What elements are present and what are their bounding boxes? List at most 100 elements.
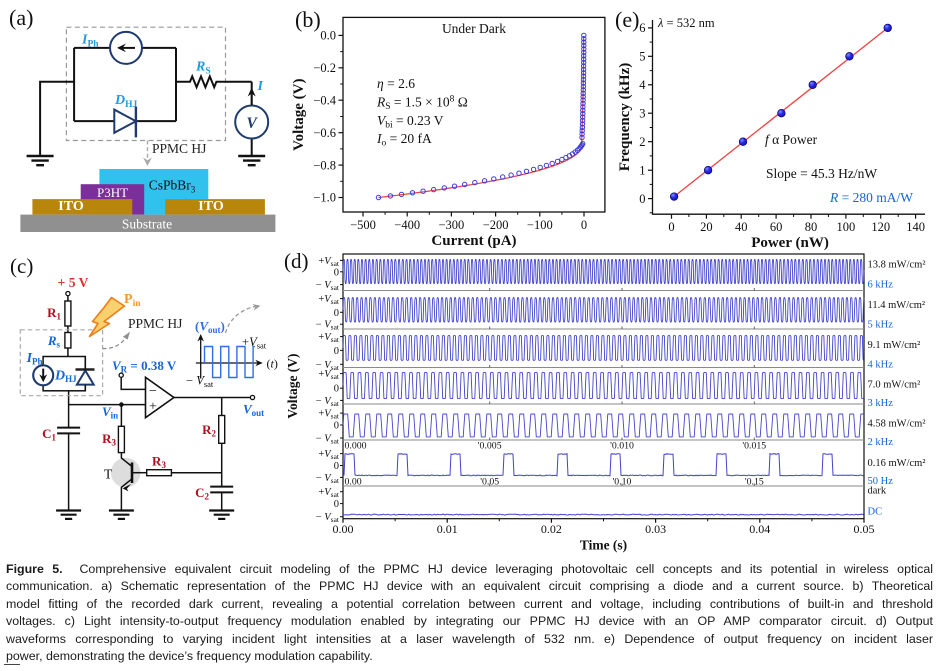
svg-text:−0.2: −0.2 <box>313 61 336 75</box>
svg-text:+Vsat: +Vsat <box>318 294 340 306</box>
svg-text:− Vsat: − Vsat <box>316 320 340 332</box>
svg-text:0: 0 <box>334 346 339 357</box>
svg-text:(a): (a) <box>9 5 33 30</box>
svg-text:(d): (d) <box>284 249 309 273</box>
svg-text:(c): (c) <box>10 254 33 278</box>
svg-text:IPh: IPh <box>81 33 99 50</box>
svg-text:0.03: 0.03 <box>645 522 666 536</box>
svg-text:R3: R3 <box>102 431 116 448</box>
svg-text:0: 0 <box>334 499 339 510</box>
svg-text:η = 2.6: η = 2.6 <box>377 76 415 91</box>
svg-text:V: V <box>247 115 259 132</box>
svg-text:(e): (e) <box>615 7 639 32</box>
svg-text:+Vsat: +Vsat <box>318 409 340 421</box>
svg-text:+Vsat: +Vsat <box>318 256 340 268</box>
svg-text:50 Hz: 50 Hz <box>868 476 894 487</box>
svg-text:Vout: Vout <box>243 402 264 419</box>
svg-text:Slope = 45.3 Hz/nW: Slope = 45.3 Hz/nW <box>766 166 877 181</box>
svg-text:C1: C1 <box>42 426 56 443</box>
svg-text:− Vsat: − Vsat <box>186 374 214 390</box>
svg-text:Rs: Rs <box>47 333 61 350</box>
svg-text:6 kHz: 6 kHz <box>868 280 894 291</box>
svg-text:4 kHz: 4 kHz <box>868 360 894 371</box>
svg-text:(b): (b) <box>295 7 321 32</box>
svg-text:20: 20 <box>700 220 713 234</box>
svg-text:ITO: ITO <box>58 199 84 214</box>
svg-text:−300: −300 <box>438 218 464 232</box>
svg-text:CsPbBr3: CsPbBr3 <box>149 178 196 195</box>
svg-text:3 kHz: 3 kHz <box>868 398 894 409</box>
svg-text:(Vout): (Vout) <box>195 319 225 336</box>
svg-text:2: 2 <box>639 135 645 149</box>
svg-text:−1.0: −1.0 <box>313 191 336 205</box>
svg-text:f α Power: f α Power <box>765 132 818 147</box>
svg-text:−200: −200 <box>483 218 509 232</box>
svg-text:−0.8: −0.8 <box>313 158 336 172</box>
svg-text:'0.05: '0.05 <box>480 476 499 487</box>
svg-text:R2: R2 <box>202 422 216 439</box>
svg-text:0: 0 <box>334 461 339 472</box>
svg-text:Under Dark: Under Dark <box>442 21 506 36</box>
svg-text:0.00: 0.00 <box>333 522 354 536</box>
svg-text:−: − <box>149 384 157 399</box>
svg-text:0: 0 <box>668 220 674 234</box>
svg-text:140: 140 <box>906 220 925 234</box>
svg-text:'0.10: '0.10 <box>613 476 632 487</box>
svg-text:13.8 mW/cm²: 13.8 mW/cm² <box>868 260 926 271</box>
svg-text:+Vsat: +Vsat <box>318 487 340 499</box>
svg-text:−400: −400 <box>394 218 420 232</box>
svg-text:80: 80 <box>805 220 818 234</box>
svg-text:+Vsat: +Vsat <box>318 332 340 344</box>
svg-text:6: 6 <box>639 21 645 35</box>
svg-text:9.1 mW/cm²: 9.1 mW/cm² <box>868 340 921 351</box>
svg-text:PPMC HJ: PPMC HJ <box>128 316 182 331</box>
svg-text:+: + <box>149 399 157 414</box>
svg-text:0: 0 <box>334 421 339 432</box>
svg-text:Frequency (kHz): Frequency (kHz) <box>617 63 633 171</box>
svg-text:dark: dark <box>868 486 887 497</box>
svg-text:− Vsat: − Vsat <box>316 360 340 372</box>
svg-text:0: 0 <box>334 384 339 395</box>
svg-text:− Vsat: − Vsat <box>316 396 340 408</box>
svg-text:R = 280 mA/W: R = 280 mA/W <box>829 190 913 205</box>
svg-text:I: I <box>257 79 264 94</box>
svg-text:0.0: 0.0 <box>320 29 336 43</box>
svg-text:0.01: 0.01 <box>437 522 458 536</box>
svg-text:3: 3 <box>639 107 645 121</box>
svg-text:DHJ: DHJ <box>114 93 138 110</box>
svg-text:5 kHz: 5 kHz <box>868 320 894 331</box>
svg-text:C2: C2 <box>195 485 209 502</box>
svg-text:120: 120 <box>871 220 890 234</box>
svg-text:−100: −100 <box>527 218 553 232</box>
svg-text:0: 0 <box>334 308 339 319</box>
svg-text:4.58 mW/cm²: 4.58 mW/cm² <box>868 419 926 430</box>
svg-text:Pin: Pin <box>124 292 141 309</box>
svg-text:'0.010: '0.010 <box>610 440 634 451</box>
svg-text:0.16 mW/cm²: 0.16 mW/cm² <box>868 458 926 469</box>
svg-text:5: 5 <box>639 50 645 64</box>
svg-text:DHJ: DHJ <box>54 369 77 385</box>
svg-text:Vbi = 0.23 V: Vbi = 0.23 V <box>377 113 444 131</box>
svg-text:0: 0 <box>639 192 645 206</box>
svg-text:Voltage (V): Voltage (V) <box>285 353 300 418</box>
svg-text:Substrate: Substrate <box>122 217 172 232</box>
svg-text:IPh: IPh <box>26 351 43 367</box>
svg-text:− Vsat: − Vsat <box>316 434 340 446</box>
svg-text:0.05: 0.05 <box>854 522 875 536</box>
svg-text:RS: RS <box>195 60 211 77</box>
svg-text:(t): (t) <box>267 357 278 371</box>
svg-text:0.000: 0.000 <box>345 440 367 451</box>
svg-text:0: 0 <box>581 218 587 232</box>
svg-text:− Vsat: − Vsat <box>316 512 340 524</box>
svg-text:0.02: 0.02 <box>541 522 562 536</box>
svg-text:Voltage (V): Voltage (V) <box>291 79 307 151</box>
svg-text:Current (pA): Current (pA) <box>431 233 516 249</box>
svg-text:+ 5 V: + 5 V <box>58 275 89 290</box>
svg-text:100: 100 <box>837 220 856 234</box>
svg-text:'0.015: '0.015 <box>742 440 766 451</box>
svg-text:40: 40 <box>735 220 748 234</box>
svg-text:Time (s): Time (s) <box>580 538 627 553</box>
svg-text:11.4 mW/cm²: 11.4 mW/cm² <box>868 300 926 311</box>
svg-text:RS = 1.5 × 108 Ω: RS = 1.5 × 108 Ω <box>376 95 468 113</box>
svg-text:7.0 mW/cm²: 7.0 mW/cm² <box>868 380 921 391</box>
